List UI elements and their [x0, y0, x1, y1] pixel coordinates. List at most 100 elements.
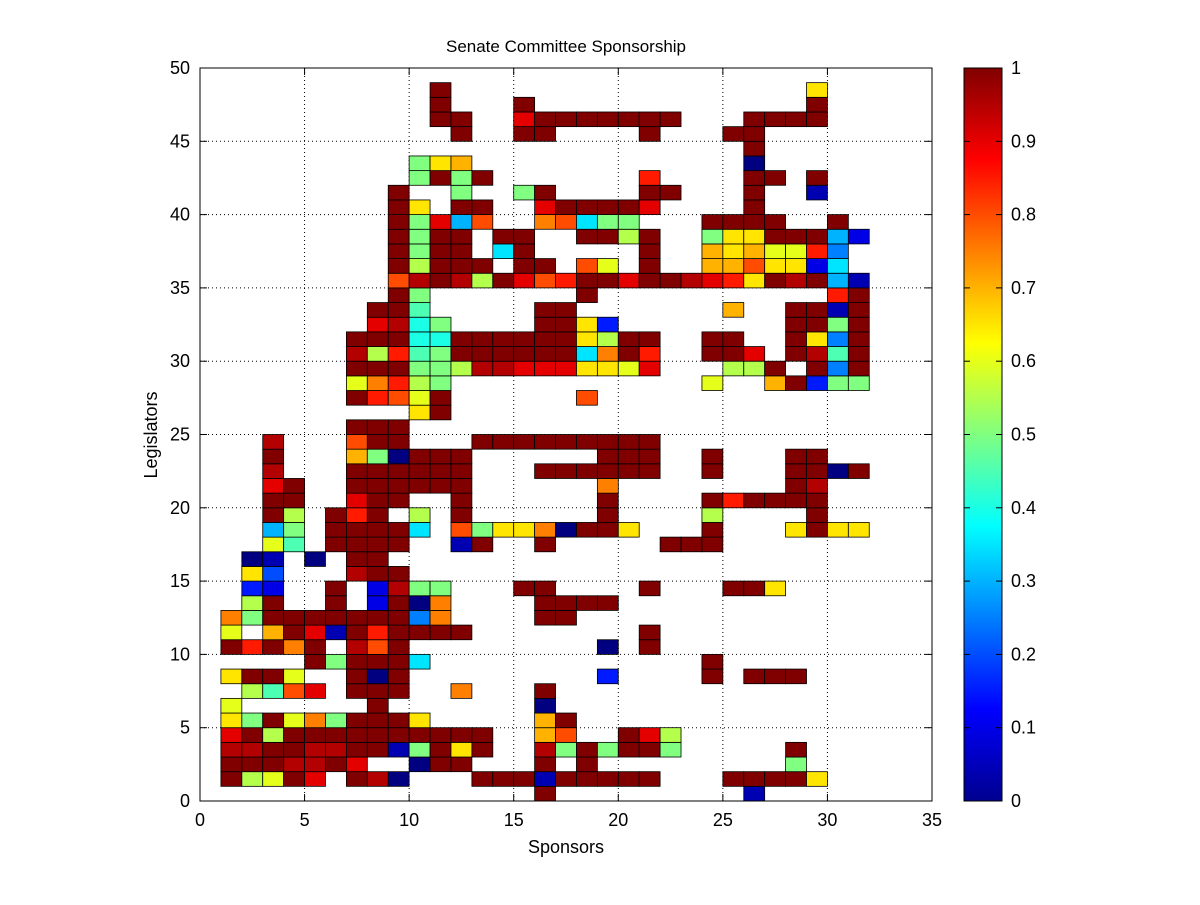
heatmap-cell [743, 199, 766, 216]
heatmap-cell [534, 199, 556, 216]
heatmap-cell [701, 346, 724, 362]
heatmap-cell [262, 727, 285, 743]
heatmap-cell [617, 346, 640, 362]
heatmap-cell [659, 536, 682, 553]
heatmap-cell [450, 184, 473, 201]
heatmap-cell [304, 624, 326, 641]
colorbar-tick-label: 0.5 [1011, 425, 1036, 445]
heatmap-cell [262, 712, 285, 729]
heatmap-cell [534, 346, 556, 362]
heatmap-cell [471, 741, 494, 758]
heatmap-cell [827, 316, 849, 333]
heatmap-cell [387, 580, 410, 597]
heatmap-cell [429, 228, 452, 245]
heatmap-cell [262, 741, 285, 758]
heatmap-cell [596, 463, 619, 479]
heatmap-cell [617, 272, 640, 289]
heatmap-cell [534, 595, 556, 611]
heatmap-cell [283, 492, 305, 509]
heatmap-cell [534, 214, 556, 230]
heatmap-cell [555, 522, 577, 538]
heatmap-cell [534, 580, 556, 597]
heatmap-cell [429, 580, 452, 597]
heatmap-cell [701, 448, 724, 465]
y-tick-label: 10 [170, 644, 190, 664]
heatmap-cell [429, 756, 452, 773]
heatmap-cell [366, 683, 389, 699]
heatmap-cell [555, 346, 577, 362]
heatmap-cell [534, 683, 556, 699]
heatmap-cell [617, 771, 640, 787]
heatmap-cell [617, 228, 640, 245]
heatmap-cell [534, 302, 556, 318]
heatmap-cell [450, 463, 473, 479]
heatmap-cell [387, 184, 410, 201]
heatmap-cell [764, 243, 787, 259]
heatmap-cell [471, 331, 494, 347]
heatmap-cell [722, 126, 745, 142]
heatmap-cell [596, 214, 619, 230]
heatmap-cell [408, 331, 431, 347]
heatmap-cell [596, 111, 619, 128]
heatmap-cell [596, 741, 619, 758]
heatmap-cell [366, 463, 389, 479]
heatmap-cell [555, 214, 577, 230]
heatmap-cell [220, 639, 243, 655]
heatmap-cell [847, 463, 870, 479]
heatmap-cell [764, 111, 787, 128]
heatmap-cell [408, 390, 431, 406]
heatmap-cell [596, 434, 619, 450]
heatmap-cell [220, 756, 243, 773]
heatmap-cell [471, 771, 494, 787]
heatmap-cell [576, 316, 598, 333]
heatmap-cell [555, 463, 577, 479]
heatmap-cell [596, 478, 619, 494]
heatmap-cell [429, 316, 452, 333]
heatmap-cell [576, 522, 598, 538]
heatmap-cell [345, 331, 368, 347]
heatmap-cell [534, 434, 556, 450]
heatmap-cell [387, 272, 410, 289]
heatmap-cell [429, 111, 452, 128]
heatmap-cell [366, 712, 389, 729]
heatmap-cell [387, 228, 410, 245]
heatmap-cell [408, 404, 431, 421]
heatmap-cell [387, 624, 410, 641]
heatmap-cell [513, 346, 536, 362]
heatmap-cell [408, 654, 431, 670]
heatmap-cell [325, 712, 347, 729]
heatmap-cell [283, 478, 305, 494]
heatmap-cell [345, 478, 368, 494]
heatmap-cell [534, 258, 556, 274]
heatmap-cell [847, 522, 870, 538]
heatmap-cell [513, 522, 536, 538]
y-tick-label: 20 [170, 498, 190, 518]
heatmap-cell [387, 639, 410, 655]
heatmap-cell [638, 639, 661, 655]
colorbar-tick-label: 0.2 [1011, 644, 1036, 664]
heatmap-cell [764, 580, 787, 597]
heatmap-cell [429, 595, 452, 611]
heatmap-cell [722, 228, 745, 245]
heatmap-cell [806, 522, 828, 538]
heatmap-cell [408, 507, 431, 523]
y-tick-label: 15 [170, 571, 190, 591]
heatmap-cell [743, 243, 766, 259]
heatmap-cell [387, 375, 410, 391]
heatmap-cell [534, 316, 556, 333]
heatmap-cell [513, 258, 536, 274]
heatmap-cell [764, 668, 787, 685]
heatmap-cell [387, 492, 410, 509]
heatmap-cell [366, 668, 389, 685]
heatmap-cell [450, 228, 473, 245]
heatmap-cell [492, 771, 515, 787]
heatmap-cell [408, 595, 431, 611]
heatmap-cell [617, 727, 640, 743]
heatmap-cell [366, 741, 389, 758]
heatmap-cell [471, 258, 494, 274]
heatmap-cell [764, 771, 787, 787]
heatmap-cell [366, 302, 389, 318]
heatmap-cell [304, 654, 326, 670]
heatmap-cell [847, 331, 870, 347]
heatmap-cell [534, 272, 556, 289]
